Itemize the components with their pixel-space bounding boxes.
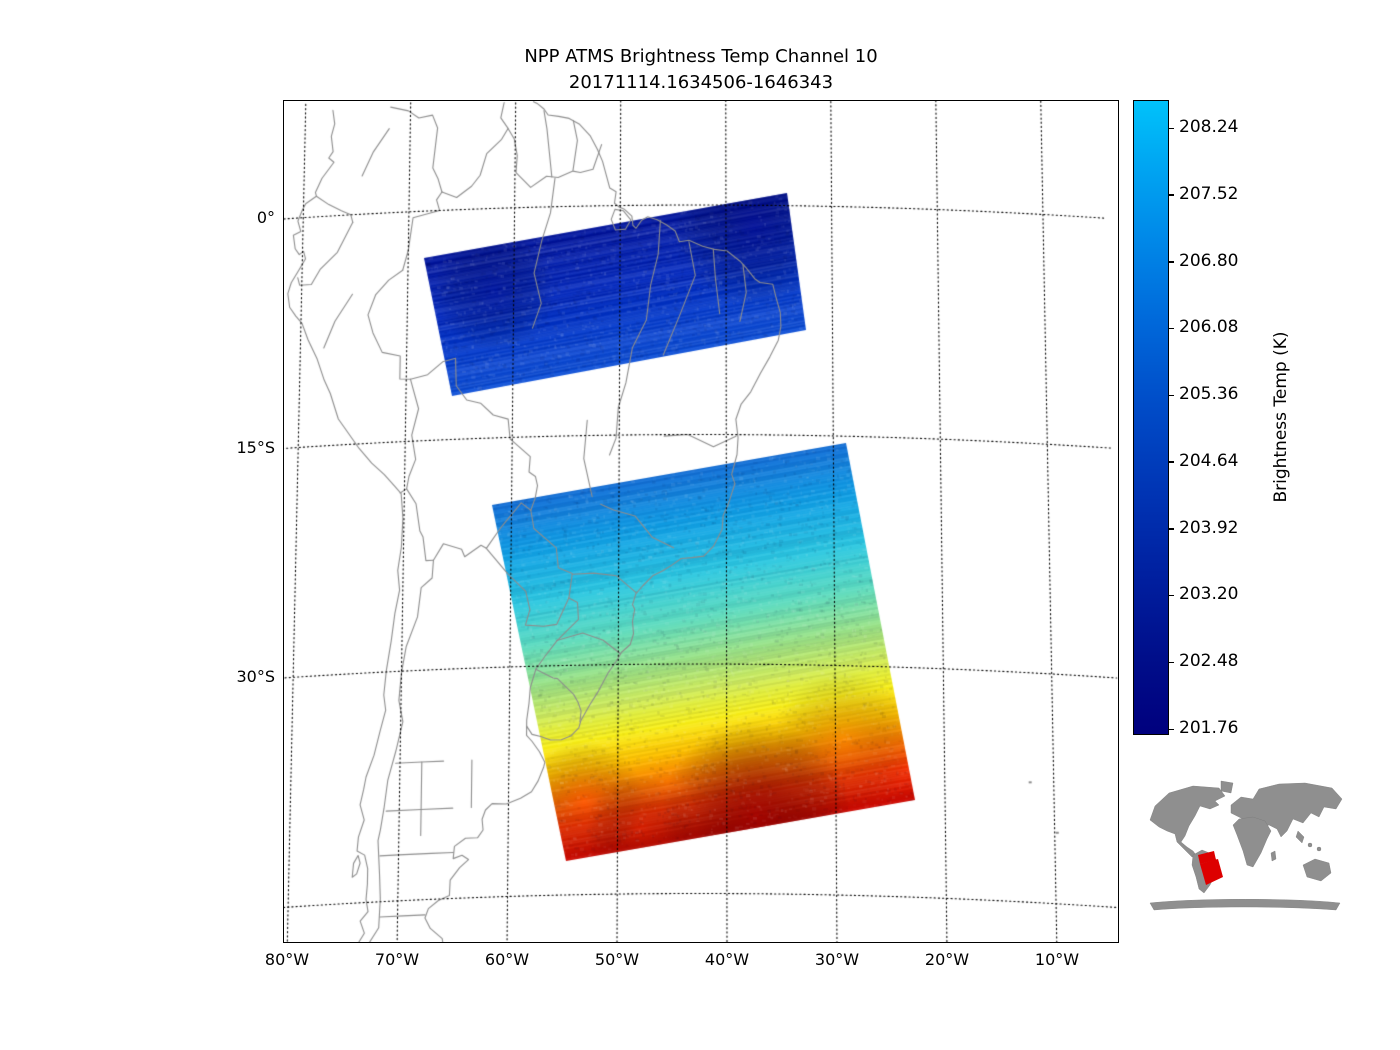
australia	[1302, 858, 1332, 882]
north-america	[1149, 785, 1226, 858]
colorbar-tick-mark	[1169, 661, 1174, 664]
colorbar-tick-label: 204.64	[1179, 450, 1239, 471]
colorbar-tick-label: 202.48	[1179, 651, 1239, 672]
colorbar-axis-label: Brightness Temp (K)	[1271, 331, 1291, 503]
x-tick-label: 30°W	[814, 950, 860, 969]
antarctica	[1149, 899, 1341, 911]
x-tick-label: 80°W	[264, 950, 310, 969]
colorbar-tick-mark	[1169, 594, 1174, 597]
colorbar-tick-mark	[1169, 394, 1174, 397]
chart-subtitle: 20171114.1634506-1646343	[568, 72, 834, 93]
x-tick-label: 10°W	[1034, 950, 1080, 969]
southeast-asia	[1295, 830, 1305, 844]
colorbar-gradient	[1134, 101, 1168, 734]
colorbar-tick-label: 201.76	[1179, 718, 1239, 739]
colorbar-tick-mark	[1169, 127, 1174, 129]
greenland	[1220, 780, 1234, 794]
colorbar-tick-mark	[1169, 194, 1174, 196]
x-tick-label: 60°W	[484, 950, 530, 969]
colorbar-tick-mark	[1169, 327, 1174, 330]
x-tick-label: 20°W	[924, 950, 970, 969]
colorbar-tick-label: 208.24	[1179, 117, 1239, 137]
colorbar-tick-label: 203.20	[1179, 584, 1239, 605]
island	[1307, 842, 1313, 848]
x-tick-label: 50°W	[594, 950, 640, 969]
africa	[1232, 816, 1272, 868]
colorbar-tick-label: 203.92	[1179, 517, 1239, 538]
y-tick-label: 30°S	[236, 667, 275, 686]
x-tick-label: 70°W	[374, 950, 420, 969]
world-inset-map	[1149, 780, 1343, 911]
colorbar-tick-mark	[1169, 728, 1174, 731]
y-tick-label: 15°S	[236, 437, 275, 457]
map-canvas	[284, 101, 1118, 942]
island	[1316, 846, 1322, 852]
colorbar-tick-label: 206.08	[1179, 317, 1239, 338]
colorbar-tick-label: 207.52	[1179, 183, 1239, 204]
x-tick-label: 40°W	[704, 950, 750, 969]
colorbar-tick-mark	[1169, 528, 1174, 530]
swath-footprints	[1198, 851, 1223, 885]
y-tick-label: 0°	[256, 208, 275, 227]
swath-footprint-south	[1200, 859, 1223, 885]
swath-footprint-north	[1198, 851, 1216, 864]
colorbar	[1133, 100, 1169, 735]
continents	[1149, 780, 1343, 911]
colorbar-tick-mark	[1169, 261, 1174, 263]
colorbar-tick-mark	[1169, 461, 1174, 463]
chart-title: NPP ATMS Brightness Temp Channel 10	[524, 46, 878, 67]
madagascar	[1270, 850, 1277, 862]
colorbar-tick-label: 205.36	[1179, 384, 1239, 405]
colorbar-tick-label: 206.80	[1179, 250, 1239, 271]
